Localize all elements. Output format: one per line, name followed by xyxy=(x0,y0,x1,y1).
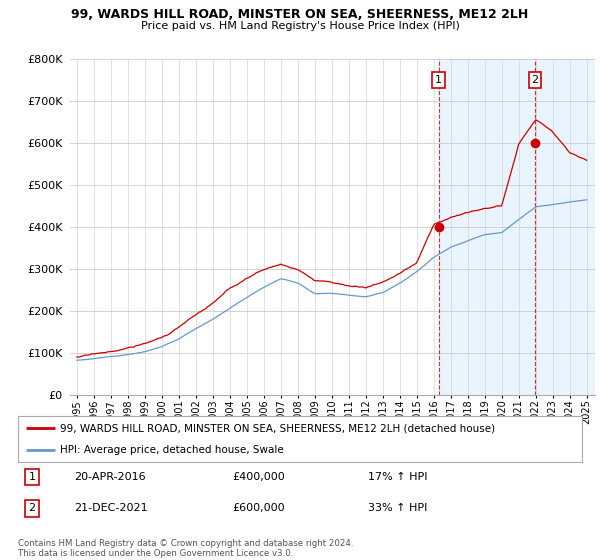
Text: 1: 1 xyxy=(435,75,442,85)
Text: 2: 2 xyxy=(532,75,539,85)
Text: 2: 2 xyxy=(29,503,35,514)
Bar xyxy=(439,59,595,395)
Text: 17% ↑ HPI: 17% ↑ HPI xyxy=(368,472,427,482)
Text: Contains HM Land Registry data © Crown copyright and database right 2024.
This d: Contains HM Land Registry data © Crown c… xyxy=(18,539,353,558)
Text: £600,000: £600,000 xyxy=(232,503,285,514)
Text: 1: 1 xyxy=(29,472,35,482)
Text: 20-APR-2016: 20-APR-2016 xyxy=(74,472,146,482)
Text: Price paid vs. HM Land Registry's House Price Index (HPI): Price paid vs. HM Land Registry's House … xyxy=(140,21,460,31)
Text: 99, WARDS HILL ROAD, MINSTER ON SEA, SHEERNESS, ME12 2LH: 99, WARDS HILL ROAD, MINSTER ON SEA, SHE… xyxy=(71,8,529,21)
Text: HPI: Average price, detached house, Swale: HPI: Average price, detached house, Swal… xyxy=(60,445,284,455)
Text: 33% ↑ HPI: 33% ↑ HPI xyxy=(368,503,427,514)
Text: 21-DEC-2021: 21-DEC-2021 xyxy=(74,503,148,514)
Text: £400,000: £400,000 xyxy=(232,472,285,482)
Text: 99, WARDS HILL ROAD, MINSTER ON SEA, SHEERNESS, ME12 2LH (detached house): 99, WARDS HILL ROAD, MINSTER ON SEA, SHE… xyxy=(60,423,496,433)
